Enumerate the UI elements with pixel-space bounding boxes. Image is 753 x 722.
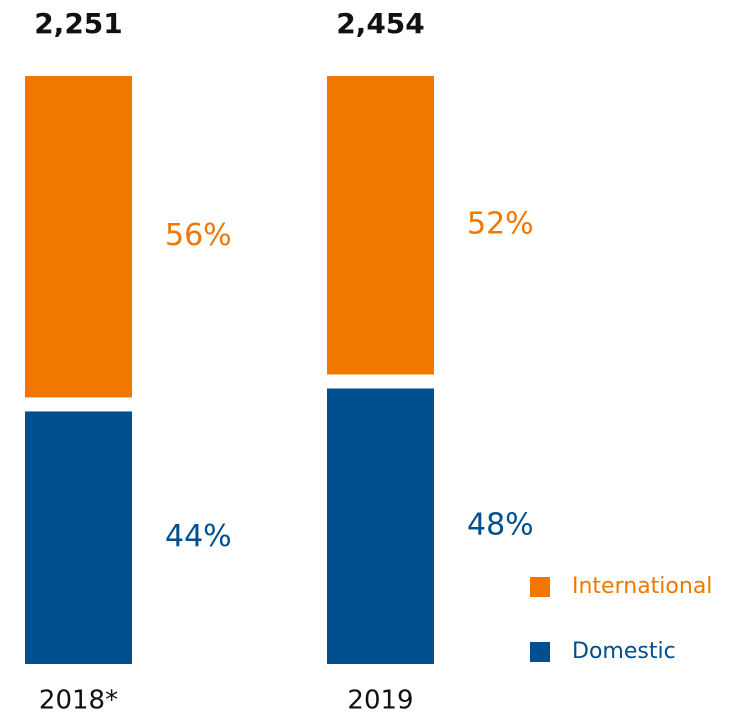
bar-segment xyxy=(25,411,132,664)
bar-segment xyxy=(327,76,434,375)
value-label: 52% xyxy=(467,207,534,242)
legend-swatch xyxy=(530,642,550,662)
legend-label: International xyxy=(572,574,712,599)
value-label: 44% xyxy=(165,519,232,554)
total-label: 2,454 xyxy=(336,7,425,40)
x-tick-label: 2019 xyxy=(347,686,413,716)
legend-swatch xyxy=(530,577,550,597)
value-label: 48% xyxy=(467,508,534,543)
total-label: 2,251 xyxy=(34,7,123,40)
bar-segment xyxy=(25,76,132,398)
bar-segment xyxy=(327,388,434,664)
legend-label: Domestic xyxy=(572,639,676,664)
value-label: 56% xyxy=(165,218,232,253)
x-tick-label: 2018* xyxy=(39,686,118,716)
